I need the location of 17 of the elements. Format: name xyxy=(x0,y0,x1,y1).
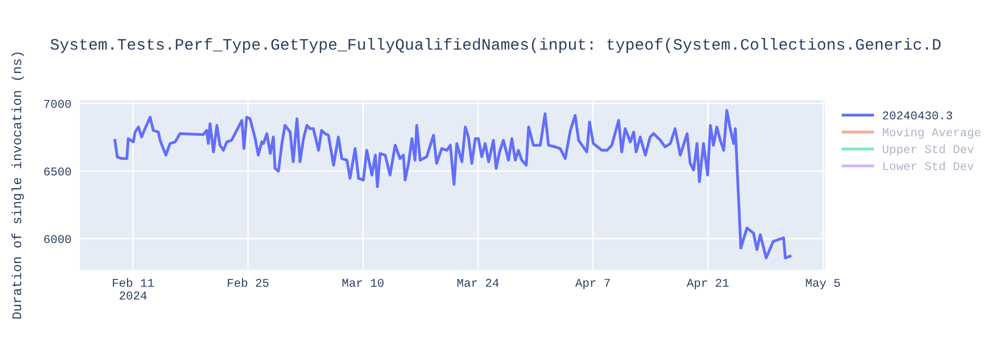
chart-title: System.Tests.Perf_Type.GetType_FullyQualifiedNames(input: typeof(System.Collections.Generic.D xyxy=(50,38,941,53)
y-axis-title: Duration of single invocation (ns) xyxy=(12,52,24,319)
x-tick-label: Mar 10 xyxy=(342,278,384,287)
x-tick-label: Apr 21 xyxy=(686,278,729,290)
x-tick-label: Apr 7 xyxy=(575,278,610,290)
y-tick-label: 6500 xyxy=(44,167,71,176)
y-tick-label: 6000 xyxy=(44,235,71,244)
x-tick-label: May 5 xyxy=(806,278,840,290)
line-series xyxy=(114,108,792,260)
y-tick-label: 7000 xyxy=(44,100,71,108)
legend-label: Moving Average xyxy=(882,128,980,139)
legend-label: Upper Std Dev xyxy=(882,144,974,156)
x-tick-label: Feb 11 2024 xyxy=(112,278,154,300)
legend-label: Lower Std Dev xyxy=(883,161,974,170)
x-tick-label: Feb 25 xyxy=(228,278,269,287)
legend-label: 20240430.3 xyxy=(882,111,952,120)
x-tick-label: Mar 24 xyxy=(457,278,499,287)
